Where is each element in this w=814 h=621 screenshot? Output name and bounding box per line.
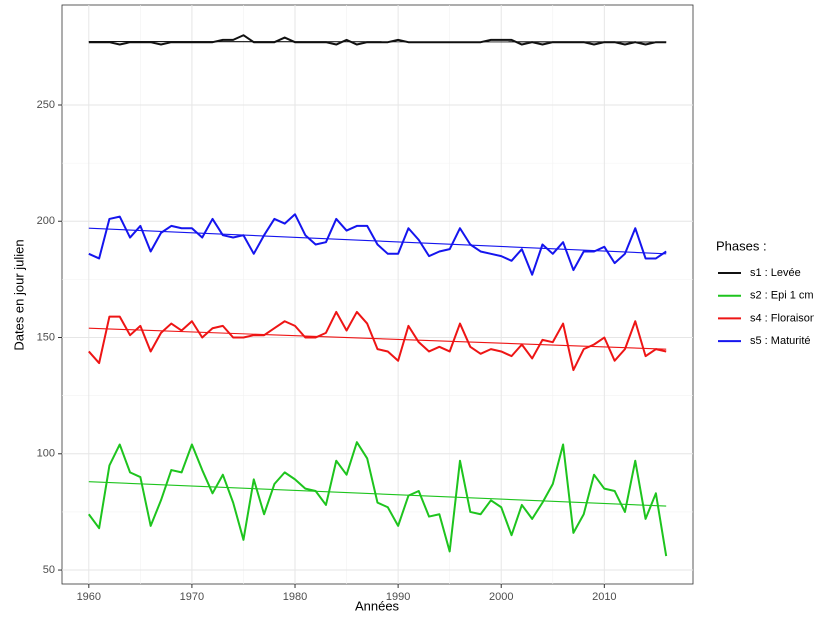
grid <box>62 5 693 584</box>
x-tick-label: 1960 <box>77 591 101 603</box>
data-line <box>88 310 667 372</box>
y-axis-title: Dates en jour julien <box>11 239 26 350</box>
legend-label: s5 : Maturité <box>750 335 811 347</box>
legend-label: s1 : Levée <box>750 267 801 279</box>
y-tick-label: 50 <box>43 564 55 576</box>
legend-label: s2 : Epi 1 cm <box>750 290 814 302</box>
y-tick-label: 200 <box>37 215 55 227</box>
data-line <box>88 441 668 557</box>
trend-line <box>88 227 667 255</box>
x-tick-label: 1970 <box>180 591 204 603</box>
trend-line <box>88 481 667 507</box>
x-tick-label: 2000 <box>489 591 513 603</box>
data-line <box>88 213 667 276</box>
legend-label: s4 : Floraison <box>750 312 814 324</box>
y-tick-label: 150 <box>37 331 55 343</box>
x-tick-label: 1990 <box>386 591 410 603</box>
trend-line <box>88 327 667 350</box>
y-tick-label: 100 <box>37 448 55 460</box>
legend-title: Phases : <box>716 238 767 253</box>
x-axis-title: Années <box>355 598 400 613</box>
x-tick-label: 1980 <box>283 591 307 603</box>
plot-panel <box>61 4 694 585</box>
y-tick-label: 250 <box>37 99 55 111</box>
x-tick-label: 2010 <box>592 591 616 603</box>
